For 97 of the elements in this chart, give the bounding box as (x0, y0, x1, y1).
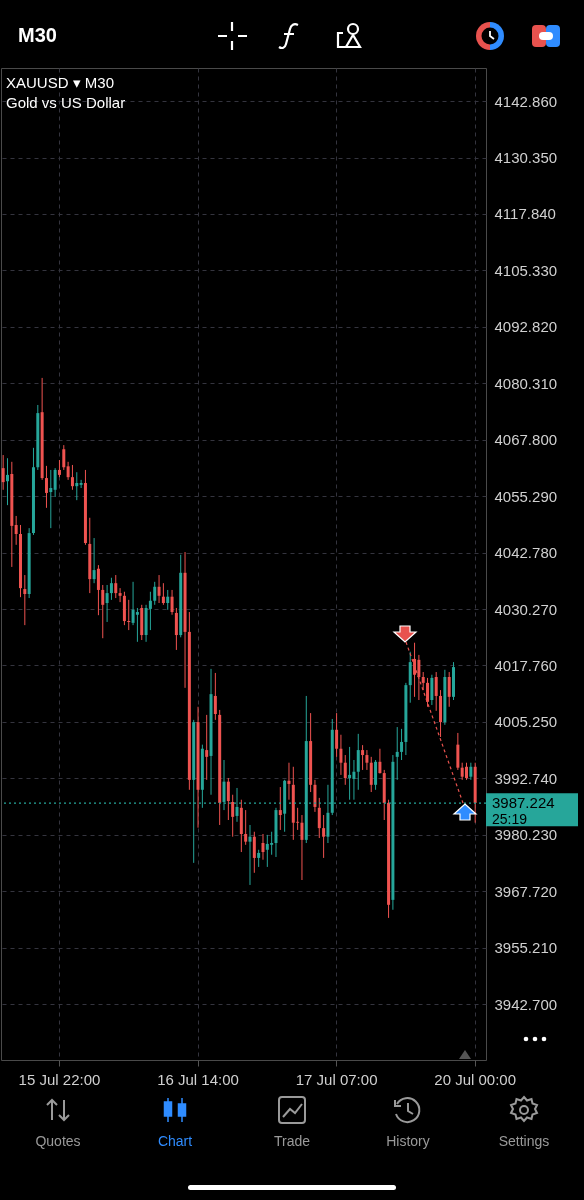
candlestick (148, 591, 152, 631)
candlestick (62, 444, 66, 471)
candlestick (231, 794, 235, 838)
candlestick (23, 574, 27, 626)
candlestick (244, 809, 248, 846)
y-tick-label: 3967.720 (494, 882, 558, 900)
candlestick (248, 824, 252, 886)
candlestick (135, 607, 139, 643)
candlestick (131, 581, 135, 626)
x-tick-label: 16 Jul 14:00 (157, 1070, 239, 1088)
candlestick (270, 831, 274, 856)
candlestick (400, 728, 404, 761)
y-tick-label: 4092.820 (494, 318, 558, 336)
candlestick (44, 465, 48, 509)
candlestick (6, 457, 9, 506)
text: M30 (18, 24, 57, 47)
candlestick (157, 574, 161, 604)
candlestick (335, 712, 339, 758)
y-tick-label: 4055.290 (494, 487, 558, 505)
text: Quotes (34, 1133, 82, 1149)
candlestick (166, 589, 170, 611)
text: Chart (156, 1133, 194, 1149)
y-tick-label: 4080.310 (494, 374, 558, 392)
candlestick (265, 834, 269, 868)
candlestick (395, 726, 399, 781)
candlestick (114, 574, 118, 599)
candlestick (287, 762, 291, 801)
candlestick (352, 759, 356, 801)
candlestick (66, 461, 70, 481)
x-tick-label: 15 Jul 22:00 (18, 1070, 101, 1088)
candlestick (300, 814, 304, 881)
y-tick-label: 4130.350 (494, 149, 558, 167)
y-tick-label: 3992.740 (494, 769, 558, 787)
candlestick (205, 714, 209, 781)
candlestick (49, 469, 53, 529)
candlestick (365, 749, 369, 771)
candlestick (92, 537, 96, 584)
candlestick (434, 671, 438, 712)
y-tick-label: 3980.230 (494, 826, 558, 844)
candlestick (261, 833, 265, 861)
candlestick (213, 672, 217, 721)
candlestick (343, 754, 347, 786)
candlestick (361, 744, 365, 771)
y-tick-label: 4105.330 (494, 261, 558, 279)
y-tick-label: 4067.800 (494, 431, 558, 449)
candlestick (369, 756, 373, 793)
candlestick (378, 748, 382, 775)
text: History (385, 1133, 431, 1149)
candlestick (105, 584, 109, 623)
chart-title: XAUUSD ▾ M30 (6, 74, 115, 92)
y-tick-label: 4017.760 (494, 656, 558, 674)
candlestick (252, 831, 256, 874)
candlestick (127, 599, 131, 631)
candlestick (53, 467, 57, 498)
candlestick (79, 479, 83, 489)
y-tick-label: 4030.270 (494, 600, 558, 618)
text: Settings (497, 1133, 551, 1149)
candlestick (75, 471, 79, 501)
candlestick (101, 584, 105, 639)
candlestick (447, 671, 451, 708)
text: Gold vs US Dollar (6, 94, 126, 111)
candlestick (339, 734, 343, 776)
candlestick (153, 581, 157, 606)
candlestick (430, 674, 434, 706)
y-tick-label: 3942.700 (494, 995, 558, 1013)
candlestick (456, 732, 460, 771)
candlestick (356, 733, 360, 791)
y-tick-label: 3955.210 (494, 939, 558, 957)
candlestick (348, 746, 352, 801)
candlestick (170, 589, 174, 616)
candlestick (426, 677, 430, 708)
ref-line-label: 3987.224 (492, 794, 555, 812)
candlestick (417, 654, 421, 701)
x-tick-label: 17 Jul 07:00 (295, 1070, 378, 1088)
candlestick (70, 464, 74, 491)
candlestick (1, 454, 5, 491)
candlestick (161, 582, 165, 606)
y-tick-label: 4005.250 (494, 713, 558, 731)
candlestick (421, 671, 425, 691)
candlestick (109, 577, 113, 601)
candlestick (322, 814, 326, 859)
x-tick-label: 20 Jul 00:00 (434, 1070, 517, 1088)
y-tick-label: 4042.780 (494, 544, 558, 562)
y-tick-label: 4142.860 (494, 92, 558, 110)
candlestick (226, 777, 230, 821)
candlestick (174, 607, 178, 651)
candlestick (96, 564, 100, 616)
candlestick (408, 651, 412, 704)
candlestick (313, 779, 317, 813)
candlestick (118, 587, 122, 603)
candlestick (14, 515, 18, 546)
candlestick (278, 786, 282, 831)
text: Trade (272, 1133, 312, 1149)
text: 25:19 (492, 811, 528, 828)
candlestick (317, 797, 321, 839)
y-tick-label: 4117.840 (494, 205, 556, 223)
candlestick (374, 759, 378, 791)
